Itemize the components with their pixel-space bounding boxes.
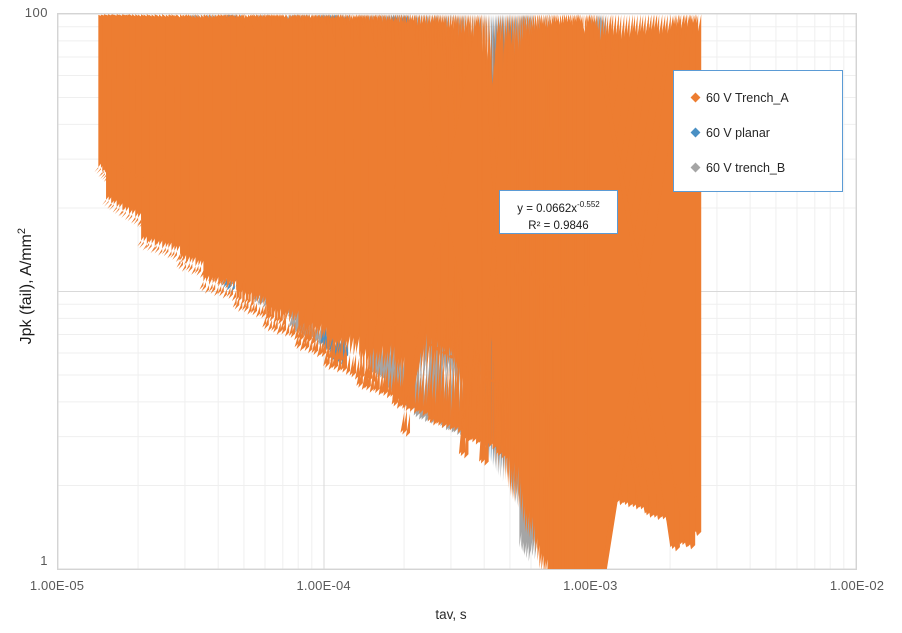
legend-item-2[interactable]: 60 V trench_B [690, 150, 842, 185]
legend-label: 60 V planar [706, 125, 770, 140]
x-axis-tick-0: 1.00E-05 [29, 578, 85, 593]
x-axis-tick-3: 1.00E-02 [829, 578, 885, 593]
equation-line-1: y = 0.0662x-0.552 [500, 196, 617, 218]
legend-label: 60 V trench_B [706, 160, 786, 175]
legend-marker-icon [690, 162, 701, 173]
equation-prefix: y = 0.0662x [517, 202, 578, 215]
y-axis-title-superscript: 2 [15, 227, 28, 235]
data-markers [94, 14, 702, 569]
equation-exponent: -0.552 [577, 200, 600, 209]
y-axis-tick-bottom: 1 [40, 553, 48, 568]
trendline-equation-box: y = 0.0662x-0.552 R² = 0.9846 [499, 190, 618, 234]
legend-label: 60 V Trench_A [706, 90, 789, 105]
x-axis-tick-1: 1.00E-04 [296, 578, 351, 593]
legend-item-0[interactable]: 60 V Trench_A [690, 80, 842, 115]
y-axis-title: Jpk (fail), A/mm2 [16, 156, 36, 416]
legend: 60 V Trench_A 60 V planar 60 V trench_B [673, 70, 843, 192]
x-axis-tick-2: 1.00E-03 [563, 578, 618, 593]
plot-area [57, 13, 857, 570]
equation-r-squared: R² = 0.9846 [528, 219, 589, 232]
legend-marker-icon [690, 92, 701, 103]
x-axis-title: tav, s [435, 607, 467, 622]
y-axis-tick-top: 100 [24, 5, 48, 20]
legend-marker-icon [690, 127, 701, 138]
y-axis-title-text: Jpk (fail), A/mm [18, 234, 36, 345]
legend-item-1[interactable]: 60 V planar [690, 115, 842, 150]
